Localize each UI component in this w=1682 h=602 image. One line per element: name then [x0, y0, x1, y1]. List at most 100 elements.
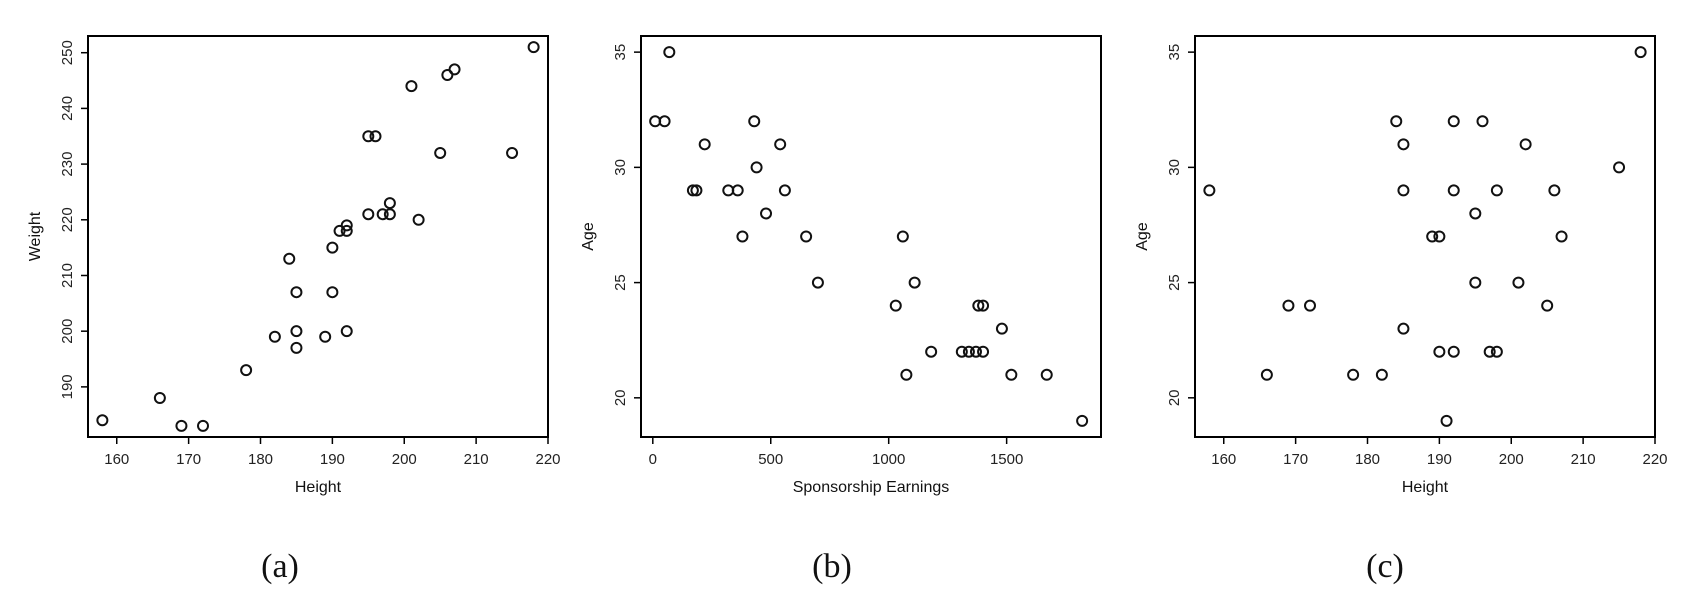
data-point [925, 345, 938, 358]
data-point [1347, 368, 1360, 381]
data-point [1076, 414, 1089, 427]
scatter-panel-b: 0 500 1000 1500 20 25 30 35 Sponsorship Earnings… [580, 35, 1102, 585]
data-point [1390, 115, 1403, 128]
data-point [1447, 345, 1460, 358]
data-point [340, 219, 353, 232]
data-point [1440, 414, 1453, 427]
data-point [750, 161, 763, 174]
data-point [1512, 276, 1525, 289]
x-tick-label: 180 [248, 451, 273, 468]
data-point [506, 146, 519, 159]
data-point [977, 345, 990, 358]
data-point [1433, 230, 1446, 243]
data-point [1426, 230, 1439, 243]
data-point [955, 345, 968, 358]
data-point [1469, 276, 1482, 289]
y-axis-label: Weight [27, 211, 44, 261]
data-point [977, 299, 990, 312]
data-point [663, 46, 676, 59]
y-axis-label: Age [580, 222, 597, 251]
x-tick-label: 170 [176, 451, 201, 468]
y-tick-label: 220 [59, 207, 76, 232]
x-tick-label: 220 [535, 451, 560, 468]
y-tick-label: 35 [612, 44, 629, 61]
data-point [1541, 299, 1554, 312]
data-point [658, 115, 671, 128]
x-tick-label: 170 [1283, 451, 1308, 468]
data-point [290, 286, 303, 299]
x-tick-label: 200 [392, 451, 417, 468]
y-tick-label: 25 [1166, 274, 1183, 291]
y-tick-label: 210 [59, 263, 76, 288]
data-point [962, 345, 975, 358]
x-tick-label: 500 [758, 451, 783, 468]
x-tick-label: 190 [320, 451, 345, 468]
data-point [326, 241, 339, 254]
data-point [1447, 115, 1460, 128]
data-point [290, 325, 303, 338]
data-point [1548, 184, 1561, 197]
data-point [1613, 161, 1626, 174]
data-point [283, 252, 296, 265]
plot-frame-c [1194, 35, 1656, 438]
data-point [748, 115, 761, 128]
data-point [1490, 184, 1503, 197]
y-tick-label: 35 [1166, 44, 1183, 61]
data-point [1397, 138, 1410, 151]
scatter-panel-a: 160 170 180 190 200 210 220 190 200 210 220 230 240 2… [0, 0, 561, 602]
data-point [383, 208, 396, 221]
y-tick-label: 230 [59, 152, 76, 177]
data-point [908, 276, 921, 289]
data-point [527, 41, 540, 54]
data-point [319, 330, 332, 343]
y-tick-label: 20 [612, 389, 629, 406]
panel-caption-c: (c) [1366, 548, 1404, 585]
x-tick-label: 220 [1642, 451, 1667, 468]
data-point [1447, 184, 1460, 197]
plot-frame-a [87, 35, 549, 438]
data-point [800, 230, 813, 243]
x-tick-label: 210 [464, 451, 489, 468]
data-point [240, 364, 253, 377]
data-point [811, 276, 824, 289]
data-point [1397, 184, 1410, 197]
y-tick-label: 200 [59, 319, 76, 344]
x-axis-label: Height [295, 479, 342, 496]
data-point [268, 330, 281, 343]
data-point [1005, 368, 1018, 381]
data-point [736, 230, 749, 243]
data-point [774, 138, 787, 151]
data-point [731, 184, 744, 197]
data-point [900, 368, 913, 381]
x-axis-label: Height [1402, 479, 1449, 496]
data-point [1203, 184, 1216, 197]
data-point [889, 299, 902, 312]
data-point [690, 184, 703, 197]
data-point [1634, 46, 1647, 59]
scatter-plot-b: 0 500 1000 1500 20 25 30 35 Sponsorship Earnings… [580, 35, 1102, 496]
x-tick-label: 0 [649, 451, 657, 468]
data-point [340, 224, 353, 237]
data-point [369, 130, 382, 143]
y-tick-label: 30 [1166, 159, 1183, 176]
data-point [760, 207, 773, 220]
x-tick-label: 160 [1211, 451, 1236, 468]
y-tick-label: 190 [59, 374, 76, 399]
data-point [969, 345, 982, 358]
y-tick-label: 20 [1166, 389, 1183, 406]
data-point [412, 213, 425, 226]
data-point [1375, 368, 1388, 381]
data-point [153, 392, 166, 405]
data-point [340, 325, 353, 338]
data-point [175, 419, 188, 432]
plot-frame-b [640, 35, 1102, 438]
data-point [1469, 207, 1482, 220]
x-tick-label: 200 [1499, 451, 1524, 468]
x-axis-label: Sponsorship Earnings [793, 479, 950, 496]
data-point [362, 130, 375, 143]
data-point [1433, 345, 1446, 358]
data-point [1260, 368, 1273, 381]
x-tick-label: 1000 [872, 451, 905, 468]
data-point [1519, 138, 1532, 151]
